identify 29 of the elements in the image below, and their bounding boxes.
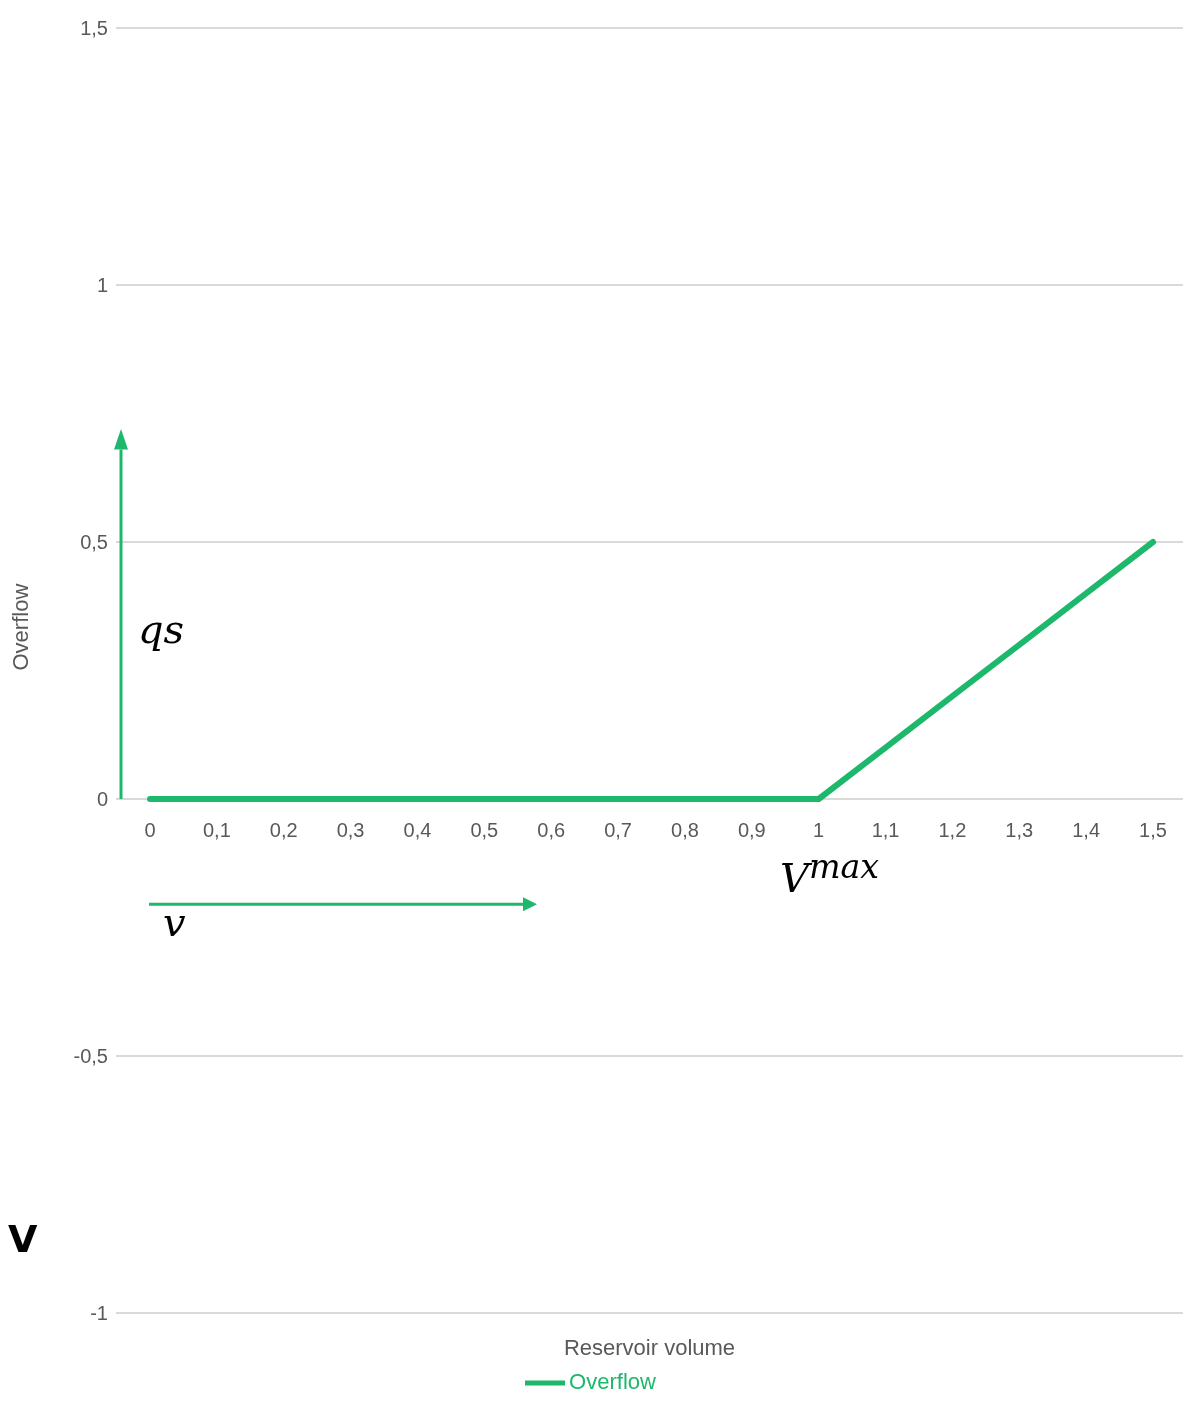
x-tick-label: 0,6 [537,819,566,841]
x-tick-label: 0,8 [671,819,699,841]
x-tick-label: 1,2 [938,819,967,841]
text: V [8,1217,38,1262]
y-tick-label: 0,5 [80,531,108,554]
x-tick-label: 1,3 [1005,819,1034,841]
y-tick-label: 1 [96,274,108,297]
x-tick-label: 0,1 [202,819,231,841]
x-tick-label: 0,5 [470,819,499,841]
legend-label: Overflow [569,1368,656,1394]
annotation: v [163,898,186,945]
y-tick-label: 0 [96,788,108,811]
annotation: qs [138,606,185,653]
x-axis-title: Reservoir volume [563,1335,736,1360]
y-axis-title: Overflow [7,583,33,671]
x-tick-label: 0,9 [737,819,766,841]
x-tick-label: 0,3 [336,819,365,841]
y-tick-label: -0,5 [73,1045,108,1068]
x-tick-label: 1,5 [1139,819,1167,841]
x-tick-label: 1,1 [871,819,900,841]
x-tick-label: 0,2 [269,819,298,841]
x-tick-label: 1 [813,819,825,841]
x-tick-label: 0 [144,819,156,841]
annotation: V$^{max}$ [780,847,880,902]
x-tick-label: 1,4 [1072,819,1101,841]
y-tick-label: -1 [90,1302,108,1325]
y-tick-label: 1,5 [80,17,108,40]
x-tick-label: 0,7 [604,819,632,841]
x-tick-label: 0,4 [403,819,432,841]
